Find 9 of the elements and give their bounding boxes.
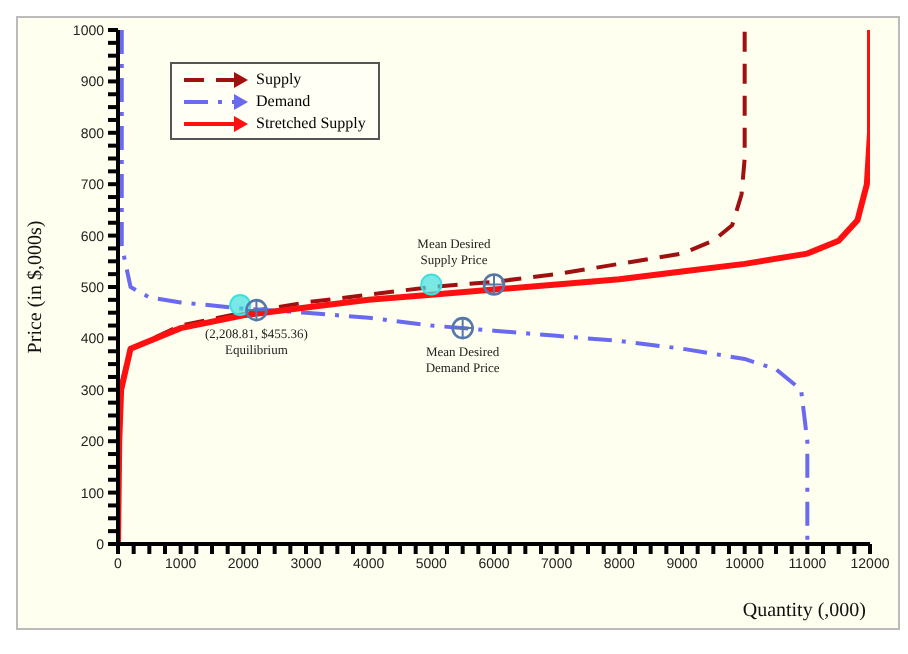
point <box>245 298 268 322</box>
point <box>451 316 474 340</box>
point <box>420 273 443 296</box>
legend-label: Demand <box>256 92 311 110</box>
y-axis-title: Price (in $,000s) <box>25 220 48 354</box>
legend-label: Stretched Supply <box>256 114 366 132</box>
point <box>229 293 252 316</box>
x-axis-title: Quantity (,000) <box>742 600 866 622</box>
legend-label: Supply <box>256 70 302 88</box>
